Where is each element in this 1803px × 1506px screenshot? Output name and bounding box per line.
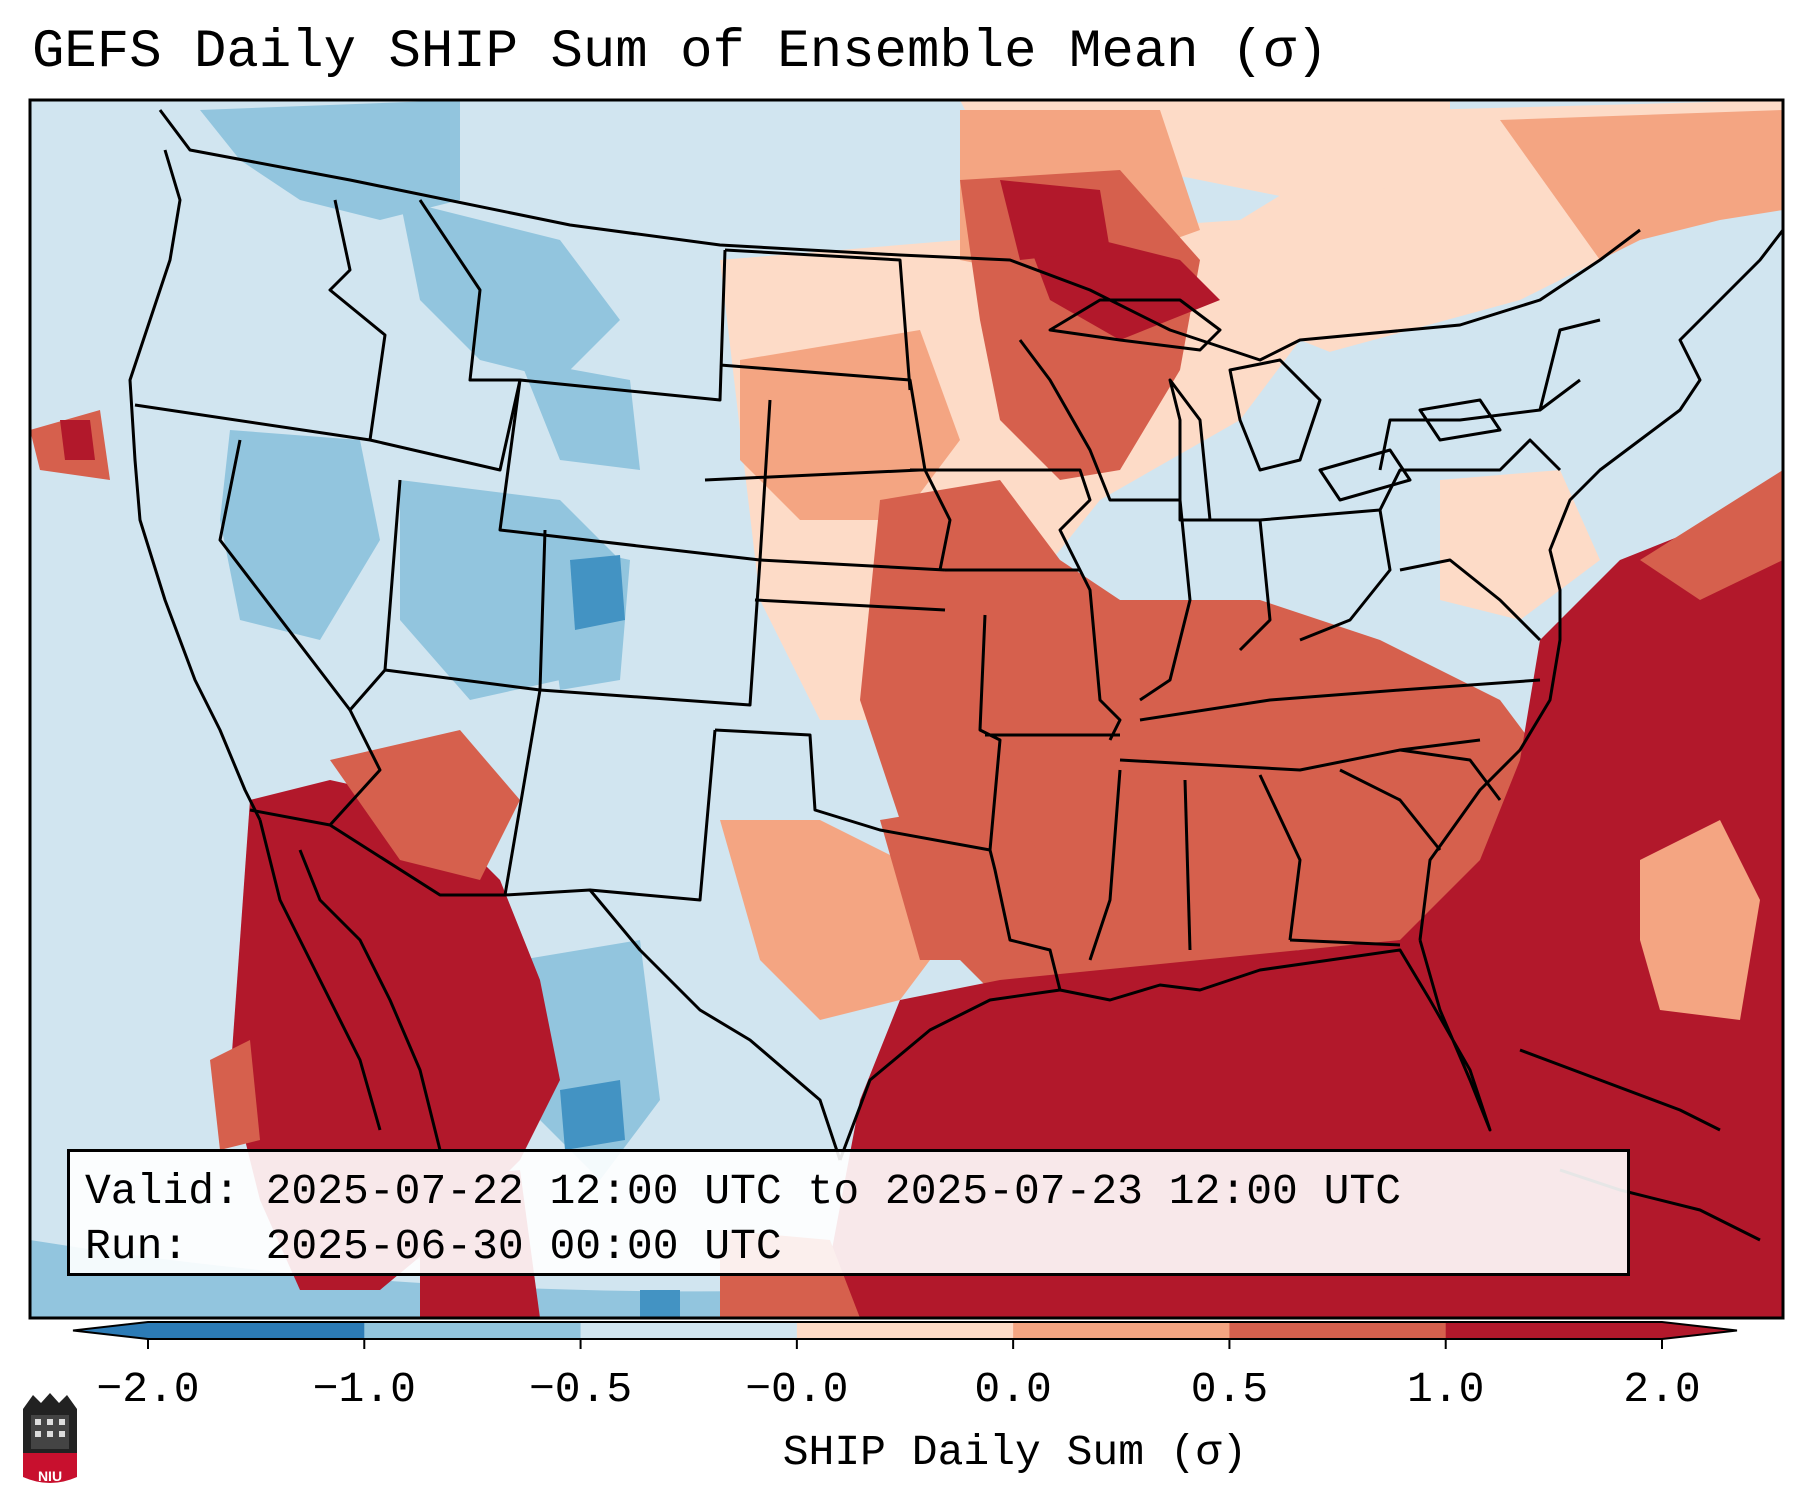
valid-run-box: Valid: 2025-07-22 12:00 UTC to 2025-07-2…	[67, 1149, 1630, 1276]
valid-time: Valid: 2025-07-22 12:00 UTC to 2025-07-2…	[85, 1167, 1402, 1216]
state-boundaries	[128, 109, 1783, 1242]
run-time: Run: 2025-06-30 00:00 UTC	[85, 1222, 782, 1271]
colorbar-label: SHIP Daily Sum (σ)	[782, 1428, 1248, 1477]
colorbar-segment	[580, 1322, 798, 1339]
colorbar-tick-label: 0.5	[1190, 1365, 1269, 1414]
map-frame	[28, 98, 1785, 1320]
colorbar-tick-label: −1.0	[312, 1365, 416, 1414]
colorbar-segment	[364, 1322, 582, 1339]
map-title: GEFS Daily SHIP Sum of Ensemble Mean (σ)	[32, 22, 1329, 83]
colorbar-tick-label: 2.0	[1623, 1365, 1701, 1414]
colorbar-tick-label: 1.0	[1406, 1365, 1485, 1414]
niu-logo-text: NIU	[37, 1468, 63, 1484]
colorbar-segment	[1013, 1322, 1230, 1339]
colorbar-extend-high	[1662, 1322, 1737, 1339]
colorbar-tick-label: −2.0	[96, 1365, 200, 1414]
colorbar-tick-label: −0.5	[528, 1365, 633, 1414]
colorbar-tick-label: 0.0	[974, 1365, 1052, 1414]
colorbar-tick-label: −0.0	[745, 1365, 849, 1414]
niu-logo-icon	[23, 1393, 77, 1483]
colorbar-segment	[796, 1322, 1014, 1339]
colorbar-segment	[1445, 1322, 1663, 1339]
colorbar-segment	[148, 1322, 365, 1339]
colorbar	[72, 1321, 1738, 1349]
colorbar-segment	[1229, 1322, 1447, 1339]
colorbar-extend-low	[73, 1322, 148, 1339]
